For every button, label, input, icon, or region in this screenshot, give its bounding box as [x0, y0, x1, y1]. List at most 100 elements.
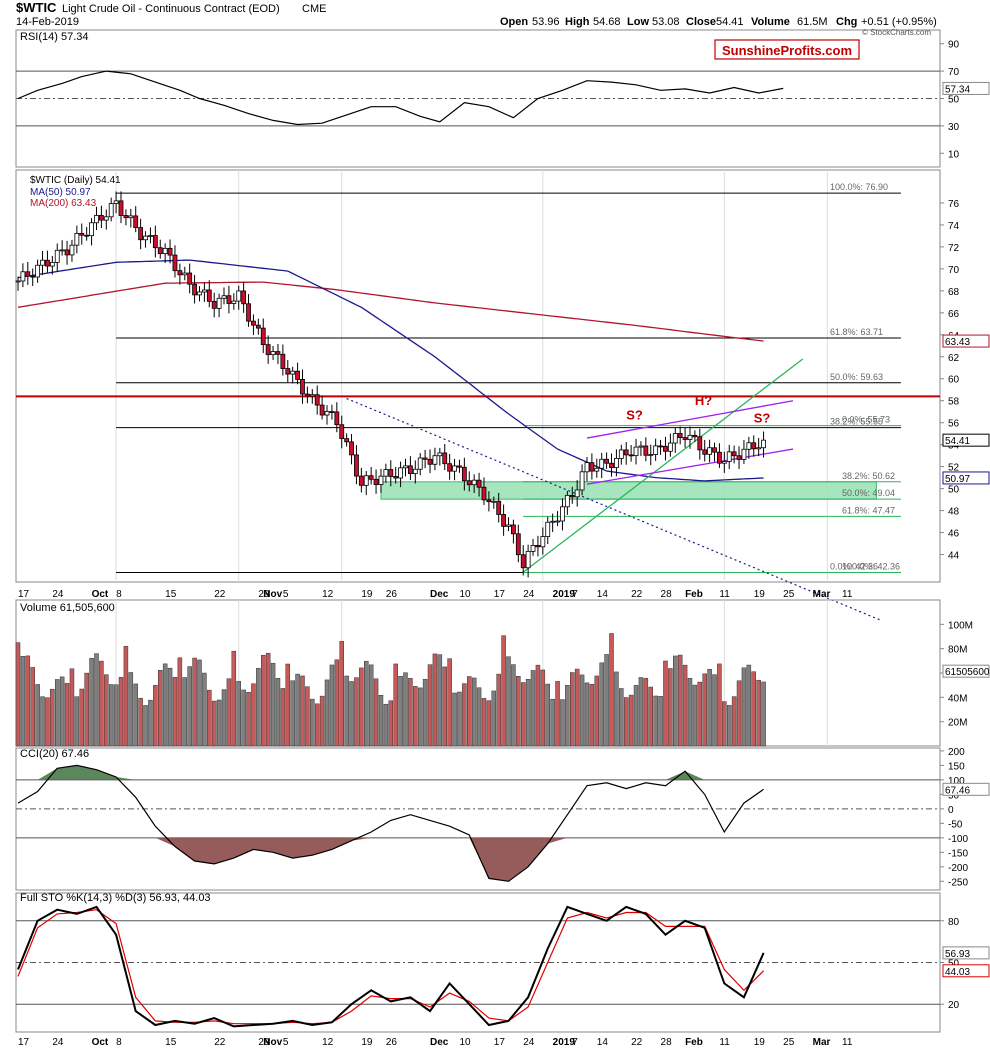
volume-bar — [467, 676, 472, 747]
cci-positive-fill — [18, 765, 764, 780]
candle-body — [550, 520, 556, 523]
candle-body — [15, 280, 21, 283]
price-tick-label-13: 50 — [948, 485, 960, 496]
candle-body — [148, 235, 153, 237]
candle-body — [84, 234, 90, 237]
candle-body — [231, 300, 237, 304]
candle-body — [98, 215, 104, 221]
volume-bar — [300, 675, 305, 747]
candle-body — [457, 465, 462, 468]
volume-bar — [506, 656, 511, 747]
price-tick-label-1: 74 — [948, 221, 960, 232]
candle-body — [138, 227, 144, 241]
volume-bar — [540, 669, 546, 747]
volume-bar — [172, 677, 178, 747]
ma50-line — [17, 259, 764, 482]
volume-bar — [462, 683, 467, 747]
volume-bar — [741, 667, 747, 747]
candle-body — [756, 447, 762, 450]
candle-body — [354, 454, 359, 477]
candle-body — [461, 466, 467, 482]
price-tick-label-16: 44 — [948, 551, 960, 562]
x-axis-label-bottom-21: Feb — [685, 1037, 703, 1048]
candle-body — [143, 235, 148, 241]
volume-bar — [50, 688, 55, 747]
volume-bar — [393, 663, 398, 747]
sto-k-last-value-box — [942, 946, 990, 960]
instrument-name: Light Crude Oil - Continuous Contract (E… — [62, 3, 280, 15]
x-axis-label-15: 24 — [523, 589, 535, 600]
price-frame — [15, 169, 941, 583]
volume-bar — [314, 703, 320, 747]
volume-bar — [378, 695, 384, 747]
volume-bar — [20, 656, 26, 747]
candle-body — [363, 475, 369, 486]
volume-bar — [256, 667, 261, 747]
candle-body — [192, 283, 197, 296]
sto-tick-label-0: 80 — [948, 917, 960, 928]
x-axis-label-8: 5 — [283, 589, 289, 600]
candle-body — [599, 458, 605, 469]
volume-bar — [442, 666, 447, 747]
volume-bar — [15, 642, 21, 747]
candle-body — [35, 264, 41, 278]
support-zone — [380, 481, 877, 500]
candle-body — [653, 445, 659, 455]
fib-label-3: 38.2%: 55.55 — [830, 417, 883, 427]
volume-bar — [79, 688, 85, 747]
x-axis-label-bottom-20: 28 — [661, 1037, 673, 1048]
candle-body — [79, 232, 85, 236]
volume-bar — [761, 681, 766, 747]
candle-body — [417, 457, 423, 470]
volume-bar — [89, 658, 94, 747]
candle-body — [295, 370, 300, 380]
price-tick-label-8: 60 — [948, 375, 960, 386]
candle-body — [589, 462, 595, 472]
volume-bar — [413, 686, 418, 747]
volume-bar — [427, 664, 433, 747]
candle-body — [407, 465, 413, 475]
copyright: © StockCharts.com — [862, 28, 931, 37]
candle-body — [398, 467, 403, 479]
volume-bar — [491, 690, 497, 747]
volume-bar — [344, 675, 349, 747]
candle-body — [721, 461, 727, 464]
candle-body — [20, 271, 26, 282]
volume-bar — [599, 662, 604, 747]
candle-body — [246, 303, 251, 322]
candle-body — [702, 449, 708, 455]
candle-body — [64, 249, 70, 256]
cci-negative-fill — [18, 837, 764, 882]
price-panel: 100.0%: 76.90 61.8%: 63.71 50.0%: 59.63 38.… — [15, 169, 990, 1048]
volume-bar — [545, 683, 550, 747]
price-last-value-box — [942, 433, 990, 447]
volume-bar — [35, 684, 40, 747]
candle-body — [648, 454, 654, 456]
volume-label: Volume — [751, 16, 790, 28]
sto-tick-label-2: 20 — [948, 1000, 960, 1011]
rsi-tick-label-1: 70 — [948, 67, 960, 78]
sto-k-last-value: 56.93 — [945, 949, 970, 960]
volume-bar — [280, 688, 286, 747]
candle-body — [564, 494, 570, 508]
volume-bar — [457, 691, 462, 747]
volume-bar — [187, 666, 192, 747]
candle-body — [520, 554, 526, 569]
x-axis-label-bottom-3: 8 — [116, 1037, 122, 1048]
volume-bar — [486, 700, 492, 747]
candle-body — [442, 452, 448, 465]
green-label-4: 100.0%: 42.36 — [842, 562, 900, 572]
volume-bar — [364, 660, 369, 747]
volume-bar — [104, 674, 109, 747]
volume-bar — [481, 698, 487, 747]
cci-legend: CCI(20) 67.46 — [20, 748, 89, 760]
volume-bar — [452, 692, 457, 747]
volume-bar — [40, 696, 45, 747]
candle-body — [162, 247, 168, 255]
sto-d-last-value-box — [942, 964, 990, 978]
volume-bar — [324, 679, 330, 747]
volume-bar — [614, 671, 619, 747]
rsi-legend: RSI(14) 57.34 — [20, 31, 88, 43]
volume-bar — [153, 685, 158, 747]
